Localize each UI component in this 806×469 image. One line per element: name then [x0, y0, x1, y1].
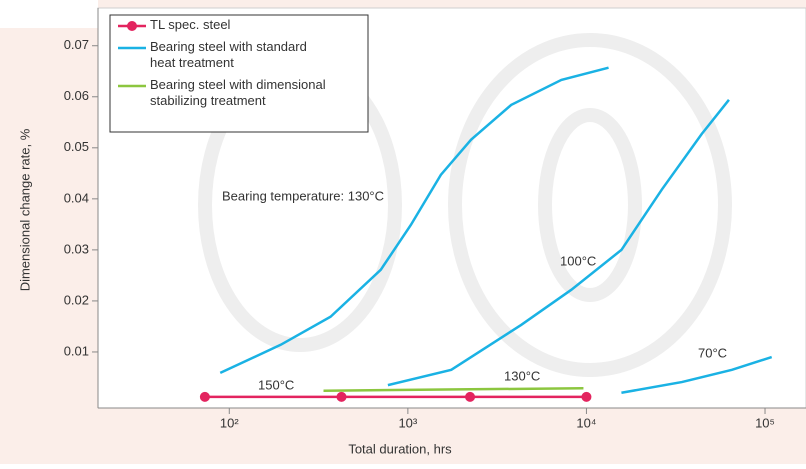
legend-box: [109, 14, 369, 133]
annotation: 100°C: [560, 253, 596, 268]
y-tick-label: 0.06: [64, 88, 89, 103]
legend-label: TL spec. steel: [150, 17, 231, 32]
y-tick-label: 0.02: [64, 292, 89, 307]
y-tick-label: 0.03: [64, 241, 89, 256]
series-line: [323, 386, 584, 393]
annotation: 150°C: [258, 377, 294, 392]
x-tick-label: 10⁴: [576, 415, 596, 430]
x-tick-label: 10³: [398, 415, 417, 430]
series-line: [387, 99, 730, 387]
y-tick-label: 0.01: [64, 343, 89, 358]
series-marker: [336, 391, 347, 402]
y-tick-label: 0.07: [64, 37, 89, 52]
y-tick-label: 0.04: [64, 190, 89, 205]
annotation: 70°C: [698, 345, 727, 360]
annotation: Bearing temperature: 130°C: [222, 188, 384, 203]
series-marker: [465, 391, 476, 402]
annotation: 130°C: [504, 368, 540, 383]
legend: TL spec. steel Bearing steel with standar…: [109, 14, 369, 133]
series-marker: [581, 391, 592, 402]
legend-label: Bearing steel with dimensional stabilizin…: [150, 77, 326, 108]
legend-marker: [127, 21, 137, 31]
background-corner: [0, 0, 98, 28]
x-tick-label: 10²: [220, 415, 239, 430]
x-axis-label: Total duration, hrs: [348, 441, 452, 456]
x-tick-label: 10⁵: [755, 415, 775, 430]
legend-label: Bearing steel with standard heat treatmen…: [150, 39, 307, 70]
series-marker: [199, 391, 210, 402]
series-line: [621, 355, 773, 395]
series-line: [219, 66, 609, 375]
y-tick-label: 0.05: [64, 139, 89, 154]
y-axis-label: Dimensional change rate, %: [17, 128, 32, 291]
